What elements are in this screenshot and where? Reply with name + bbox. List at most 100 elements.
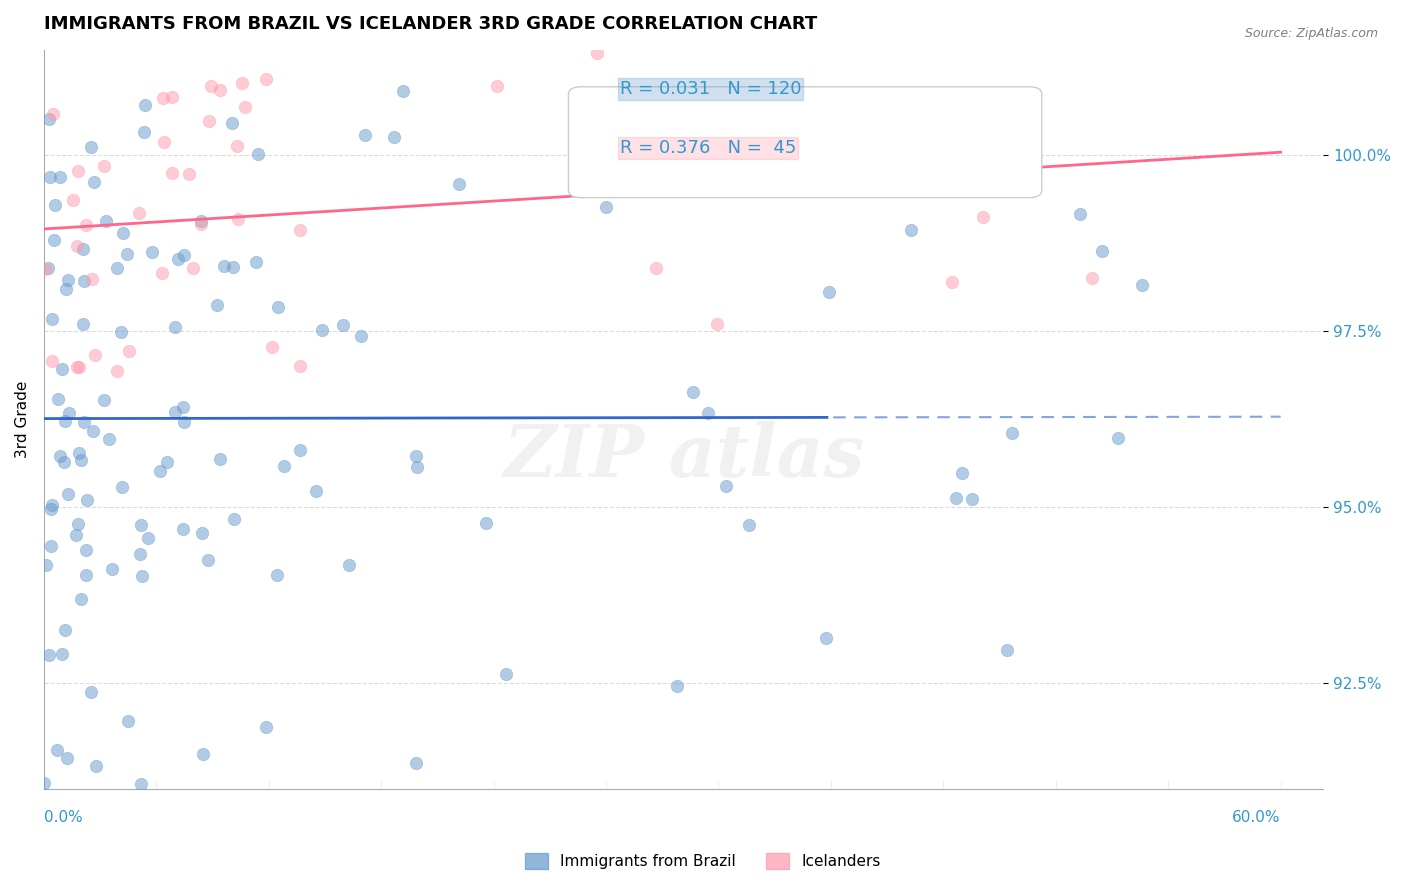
Point	[44, 198, 66, 212]
Point	[209, 452, 232, 467]
Point	[474, 516, 496, 530]
Point	[738, 518, 761, 533]
Point	[80, 272, 103, 286]
Point	[172, 400, 194, 414]
Point	[950, 466, 973, 480]
Point	[288, 359, 311, 373]
Point	[66, 359, 89, 374]
Point	[75, 568, 97, 582]
Point	[160, 166, 183, 180]
Point	[69, 591, 91, 606]
Point	[254, 71, 277, 86]
Point	[52, 455, 75, 469]
Point	[131, 568, 153, 582]
Point	[449, 178, 471, 192]
Y-axis label: 3rd Grade: 3rd Grade	[15, 381, 30, 458]
Point	[65, 528, 87, 542]
Point	[332, 318, 354, 332]
Legend: Immigrants from Brazil, Icelanders: Immigrants from Brazil, Icelanders	[519, 847, 887, 875]
Point	[82, 425, 104, 439]
Point	[245, 254, 267, 268]
Point	[945, 491, 967, 505]
Point	[247, 146, 270, 161]
Point	[132, 125, 155, 139]
Point	[181, 261, 204, 276]
Point	[225, 138, 247, 153]
Point	[305, 484, 328, 499]
Point	[46, 392, 69, 406]
Point	[35, 558, 58, 572]
Point	[290, 223, 312, 237]
Point	[350, 328, 373, 343]
Point	[105, 260, 128, 275]
Point	[51, 362, 73, 376]
Point	[39, 501, 62, 516]
Point	[191, 747, 214, 761]
Text: Source: ZipAtlas.com: Source: ZipAtlas.com	[1244, 27, 1378, 40]
Point	[128, 205, 150, 219]
Point	[714, 479, 737, 493]
Point	[1130, 277, 1153, 292]
Point	[962, 491, 984, 506]
Point	[72, 274, 94, 288]
Point	[288, 443, 311, 458]
Point	[818, 285, 841, 299]
Point	[156, 455, 179, 469]
Point	[782, 149, 804, 163]
Point	[353, 128, 375, 143]
Point	[58, 407, 80, 421]
Point	[586, 45, 609, 60]
Point	[136, 531, 159, 545]
Point	[34, 262, 56, 277]
Point	[34, 776, 56, 790]
Point	[1069, 206, 1091, 220]
Point	[75, 219, 97, 233]
Point	[875, 118, 897, 132]
Point	[177, 168, 200, 182]
Point	[208, 83, 231, 97]
Point	[56, 486, 79, 500]
Point	[93, 159, 115, 173]
Point	[117, 714, 139, 729]
Point	[72, 317, 94, 331]
Point	[73, 415, 96, 429]
Point	[66, 238, 89, 252]
Point	[1081, 270, 1104, 285]
Point	[173, 247, 195, 261]
Point	[67, 445, 90, 459]
Point	[55, 282, 77, 296]
Point	[260, 340, 283, 354]
Point	[37, 260, 59, 275]
Text: R = 0.376   N =  45: R = 0.376 N = 45	[620, 139, 796, 157]
Point	[101, 562, 124, 576]
Point	[495, 667, 517, 681]
Point	[105, 363, 128, 377]
Point	[149, 465, 172, 479]
Point	[134, 98, 156, 112]
Point	[645, 260, 668, 275]
Point	[163, 405, 186, 419]
Point	[66, 163, 89, 178]
Point	[80, 140, 103, 154]
Point	[112, 226, 135, 240]
Point	[51, 648, 73, 662]
Point	[266, 568, 288, 582]
Point	[165, 320, 187, 334]
Point	[97, 432, 120, 446]
Point	[706, 317, 728, 331]
Point	[231, 76, 253, 90]
Point	[129, 517, 152, 532]
Point	[595, 200, 617, 214]
Point	[900, 223, 922, 237]
Point	[118, 343, 141, 358]
Point	[129, 777, 152, 791]
Point	[39, 539, 62, 553]
Point	[80, 684, 103, 698]
Point	[200, 79, 222, 94]
Point	[392, 84, 415, 98]
Point	[141, 245, 163, 260]
Point	[1091, 244, 1114, 259]
Point	[197, 553, 219, 567]
Text: 60.0%: 60.0%	[1232, 810, 1281, 825]
Point	[83, 175, 105, 189]
